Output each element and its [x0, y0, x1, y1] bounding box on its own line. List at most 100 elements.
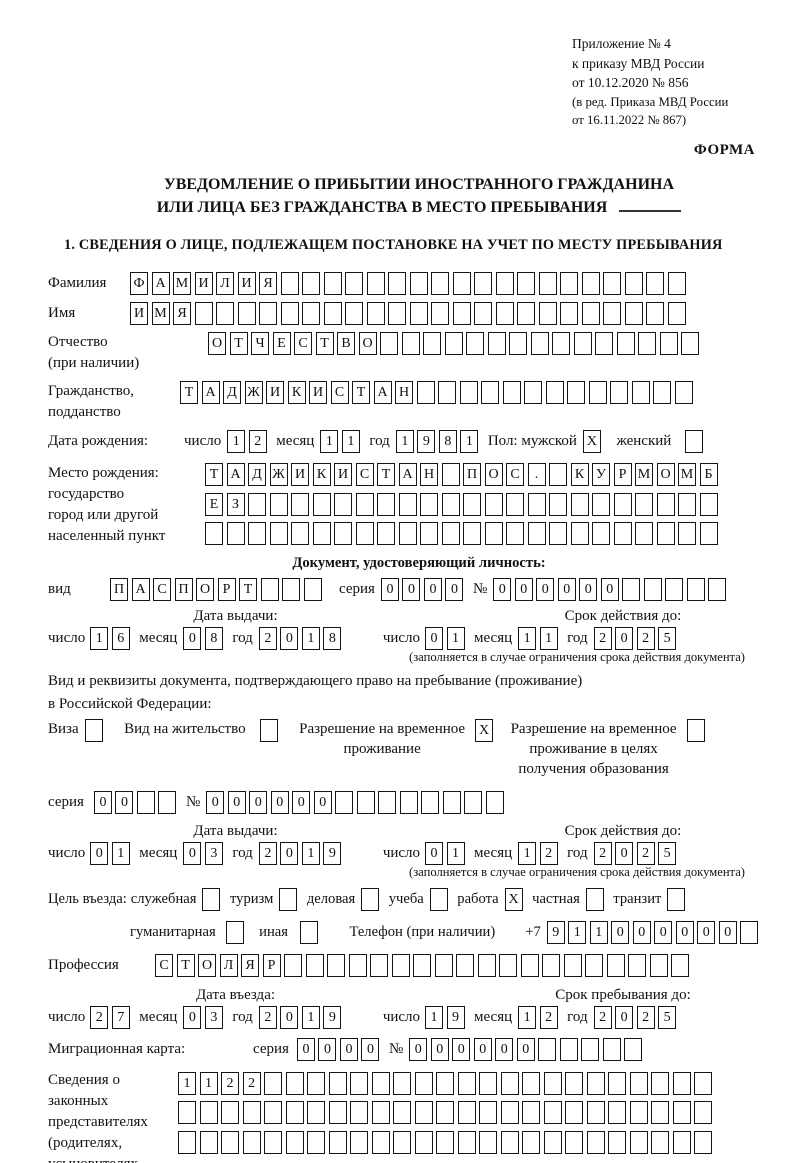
char-cell[interactable]: 0: [579, 577, 598, 601]
char-cell[interactable]: 0: [697, 920, 716, 944]
char-cell[interactable]: 0: [675, 920, 694, 944]
char-cell[interactable]: 2: [593, 841, 612, 865]
char-cell[interactable]: 0: [313, 790, 332, 814]
char-cell[interactable]: [441, 463, 460, 487]
char-cell[interactable]: [629, 1130, 648, 1154]
char-cell[interactable]: 1: [446, 841, 465, 865]
char-cell[interactable]: 7: [111, 1005, 130, 1029]
char-cell[interactable]: [441, 522, 460, 546]
char-cell[interactable]: [378, 790, 397, 814]
char-cell[interactable]: 0: [452, 1037, 471, 1061]
char-cell[interactable]: [685, 430, 704, 454]
char-cell[interactable]: [423, 332, 441, 356]
char-cell[interactable]: [323, 302, 342, 326]
char-cell[interactable]: [502, 381, 521, 405]
char-cell[interactable]: [269, 492, 288, 516]
char-cell[interactable]: [646, 302, 664, 326]
char-cell[interactable]: С: [506, 463, 524, 487]
char-cell[interactable]: [602, 1037, 621, 1061]
char-cell[interactable]: 0: [536, 577, 555, 601]
char-cell[interactable]: 0: [380, 577, 399, 601]
char-cell[interactable]: [522, 1071, 540, 1095]
char-cell[interactable]: [335, 790, 354, 814]
char-cell[interactable]: [269, 522, 288, 546]
char-cell[interactable]: [699, 522, 718, 546]
char-cell[interactable]: [506, 522, 524, 546]
char-cell[interactable]: П: [174, 577, 193, 601]
char-cell[interactable]: 1: [111, 841, 130, 865]
char-cell[interactable]: [678, 522, 696, 546]
char-cell[interactable]: [672, 1101, 691, 1125]
char-cell[interactable]: [371, 1071, 390, 1095]
char-cell[interactable]: 2: [248, 430, 267, 454]
char-cell[interactable]: 2: [593, 1005, 612, 1029]
char-cell[interactable]: [651, 1101, 669, 1125]
char-cell[interactable]: Р: [217, 577, 236, 601]
char-cell[interactable]: 1: [518, 1005, 537, 1029]
char-cell[interactable]: 1: [446, 626, 465, 650]
char-cell[interactable]: 0: [615, 841, 634, 865]
char-cell[interactable]: Я: [173, 302, 191, 326]
char-cell[interactable]: [610, 381, 628, 405]
char-cell[interactable]: [506, 492, 524, 516]
char-cell[interactable]: [624, 1037, 643, 1061]
char-cell[interactable]: Л: [219, 953, 238, 977]
char-cell[interactable]: 0: [280, 626, 299, 650]
char-cell[interactable]: [509, 332, 527, 356]
char-cell[interactable]: 2: [539, 841, 558, 865]
char-cell[interactable]: [421, 790, 440, 814]
char-cell[interactable]: 0: [115, 790, 134, 814]
char-cell[interactable]: 0: [654, 920, 673, 944]
char-cell[interactable]: [199, 1130, 218, 1154]
char-cell[interactable]: 8: [204, 626, 223, 650]
char-cell[interactable]: [656, 522, 675, 546]
char-cell[interactable]: 0: [600, 577, 619, 601]
char-cell[interactable]: [520, 953, 539, 977]
char-cell[interactable]: Т: [176, 953, 195, 977]
char-cell[interactable]: П: [463, 463, 481, 487]
char-cell[interactable]: [651, 1130, 669, 1154]
char-cell[interactable]: 9: [417, 430, 436, 454]
char-cell[interactable]: [303, 577, 322, 601]
char-cell[interactable]: Ф: [130, 272, 148, 296]
char-cell[interactable]: [178, 1130, 196, 1154]
char-cell[interactable]: [524, 381, 542, 405]
char-cell[interactable]: 0: [445, 577, 464, 601]
char-cell[interactable]: 0: [493, 577, 512, 601]
char-cell[interactable]: [398, 522, 417, 546]
char-cell[interactable]: 0: [318, 1037, 337, 1061]
char-cell[interactable]: [355, 492, 374, 516]
char-cell[interactable]: [477, 953, 496, 977]
char-cell[interactable]: [651, 1071, 669, 1095]
char-cell[interactable]: 1: [301, 1005, 320, 1029]
char-cell[interactable]: И: [237, 272, 256, 296]
char-cell[interactable]: О: [198, 953, 216, 977]
char-cell[interactable]: 1: [301, 626, 320, 650]
char-cell[interactable]: [302, 302, 320, 326]
char-cell[interactable]: [570, 522, 589, 546]
char-cell[interactable]: [671, 953, 689, 977]
char-cell[interactable]: [585, 887, 604, 911]
char-cell[interactable]: 0: [296, 1037, 315, 1061]
char-cell[interactable]: 8: [323, 626, 342, 650]
char-cell[interactable]: [371, 1101, 390, 1125]
char-cell[interactable]: 1: [460, 430, 479, 454]
char-cell[interactable]: [581, 302, 600, 326]
char-cell[interactable]: 9: [446, 1005, 465, 1029]
char-cell[interactable]: [264, 1071, 282, 1095]
char-cell[interactable]: [686, 577, 705, 601]
char-cell[interactable]: [291, 522, 309, 546]
char-cell[interactable]: [216, 302, 234, 326]
char-cell[interactable]: X: [582, 430, 601, 454]
char-cell[interactable]: 0: [425, 841, 444, 865]
char-cell[interactable]: [393, 1101, 411, 1125]
char-cell[interactable]: Я: [259, 272, 277, 296]
char-cell[interactable]: [350, 1130, 368, 1154]
char-cell[interactable]: [586, 1101, 605, 1125]
char-cell[interactable]: 1: [178, 1071, 196, 1095]
char-cell[interactable]: И: [334, 463, 352, 487]
char-cell[interactable]: [348, 953, 367, 977]
char-cell[interactable]: И: [291, 463, 309, 487]
char-cell[interactable]: А: [151, 272, 170, 296]
char-cell[interactable]: 0: [473, 1037, 492, 1061]
